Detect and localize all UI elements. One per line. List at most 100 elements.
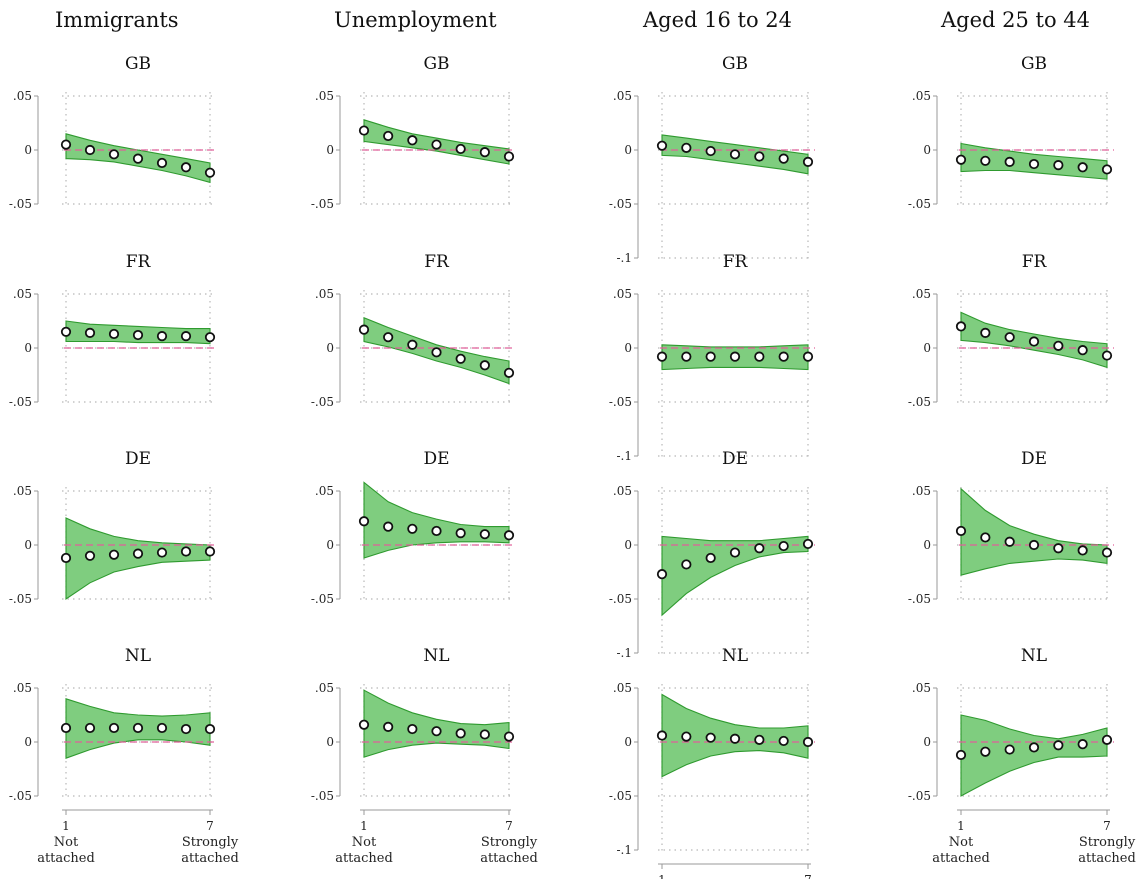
panel-title: GB xyxy=(1021,54,1047,74)
confidence-band xyxy=(960,487,1108,576)
x-tick-label: attached xyxy=(335,851,393,866)
point-estimate xyxy=(503,731,515,742)
panel-gb-3: GB .05 0 -.05 xyxy=(908,54,1114,211)
y-tick-label: -.05 xyxy=(908,197,931,211)
panel-title: GB xyxy=(423,54,449,74)
point-estimate xyxy=(358,516,370,527)
point-estimate xyxy=(180,162,192,173)
point-estimate xyxy=(980,746,991,757)
panel-title: NL xyxy=(125,646,151,666)
point-estimate xyxy=(1004,156,1015,167)
point-estimate xyxy=(503,367,515,378)
point-estimate xyxy=(60,722,72,734)
point-estimate xyxy=(358,719,370,730)
panel-fr-2: FR .05 0 -.05 -.1 xyxy=(609,252,815,463)
y-tick-label: .05 xyxy=(315,89,334,103)
point-estimate xyxy=(778,153,789,164)
point-estimate xyxy=(383,721,394,732)
panel-title: NL xyxy=(423,646,449,666)
point-estimate xyxy=(84,327,96,338)
point-estimate xyxy=(1101,350,1113,361)
point-estimate xyxy=(1101,547,1113,558)
point-estimate xyxy=(479,360,490,371)
point-estimate xyxy=(681,559,692,570)
point-estimate xyxy=(60,326,72,337)
point-estimate xyxy=(132,548,144,559)
confidence-band xyxy=(960,714,1108,797)
panel-gb-2: GB .05 0 -.05 -.1 xyxy=(609,54,815,265)
x-tick-label: Strongly xyxy=(182,835,239,850)
y-tick-label: .05 xyxy=(315,484,334,498)
y-tick-label: .05 xyxy=(613,484,632,498)
point-estimate xyxy=(754,151,765,162)
panel-title: FR xyxy=(723,252,749,272)
y-tick-label: 0 xyxy=(923,143,931,157)
point-estimate xyxy=(407,135,418,146)
point-estimate xyxy=(980,155,991,166)
y-tick-label: 0 xyxy=(923,341,931,355)
panel-de-0: DE .05 0 -.05 xyxy=(9,449,217,606)
point-estimate xyxy=(705,145,716,157)
point-estimate xyxy=(132,153,144,164)
y-tick-label: .05 xyxy=(613,681,632,695)
point-estimate xyxy=(1077,162,1088,173)
point-estimate xyxy=(204,167,216,178)
y-tick-label: -.05 xyxy=(908,395,931,409)
point-estimate xyxy=(955,154,967,165)
point-estimate xyxy=(180,723,192,735)
point-estimate xyxy=(407,339,418,350)
y-tick-label: .05 xyxy=(13,89,32,103)
panel-title: NL xyxy=(722,646,748,666)
point-estimate xyxy=(108,722,120,734)
panel-gb-1: GB .05 0 -.05 xyxy=(311,54,515,211)
y-tick-label: .05 xyxy=(315,287,334,301)
point-estimate xyxy=(84,144,96,156)
point-estimate xyxy=(204,332,216,343)
y-tick-label: 0 xyxy=(326,143,334,157)
x-tick-number: 7 xyxy=(505,819,513,833)
point-estimate xyxy=(955,525,967,537)
confidence-band xyxy=(363,689,510,758)
point-estimate xyxy=(1077,345,1088,356)
point-estimate xyxy=(455,728,466,739)
panel-title: FR xyxy=(424,252,450,272)
point-estimate xyxy=(180,331,192,342)
point-estimate xyxy=(705,732,716,743)
point-estimate xyxy=(108,328,120,340)
point-estimate xyxy=(407,523,418,534)
point-estimate xyxy=(1028,539,1040,551)
point-estimate xyxy=(729,351,741,362)
point-estimate xyxy=(705,552,716,564)
point-estimate xyxy=(1053,340,1064,351)
point-estimate xyxy=(1028,336,1040,347)
y-tick-label: 0 xyxy=(326,538,334,552)
point-estimate xyxy=(802,538,814,550)
point-estimate xyxy=(1004,536,1015,547)
y-tick-label: .05 xyxy=(912,484,931,498)
column-title-immigrants: Immigrants xyxy=(55,8,179,32)
y-tick-label: 0 xyxy=(923,538,931,552)
point-estimate xyxy=(1077,739,1088,750)
point-estimate xyxy=(132,329,144,341)
y-tick-label: .05 xyxy=(315,681,334,695)
point-estimate xyxy=(778,735,789,747)
panel-gb-0: GB .05 0 -.05 xyxy=(9,54,217,211)
point-estimate xyxy=(656,140,668,151)
y-tick-label: .05 xyxy=(613,89,632,103)
x-tick-label: attached xyxy=(1078,851,1136,866)
x-tick-label: attached xyxy=(37,851,95,866)
y-tick-label: -.05 xyxy=(311,395,334,409)
panel-fr-0: FR .05 0 -.05 xyxy=(9,252,217,409)
point-estimate xyxy=(431,139,442,150)
point-estimate xyxy=(204,723,216,735)
panel-title: DE xyxy=(125,449,151,469)
point-estimate xyxy=(802,156,814,167)
point-estimate xyxy=(358,324,370,335)
point-estimate xyxy=(1028,158,1040,170)
x-tick-number: 1 xyxy=(62,819,70,833)
panel-nl-3: NL .05 0 -.05 xyxy=(908,646,1114,803)
y-tick-label: -.05 xyxy=(9,197,32,211)
